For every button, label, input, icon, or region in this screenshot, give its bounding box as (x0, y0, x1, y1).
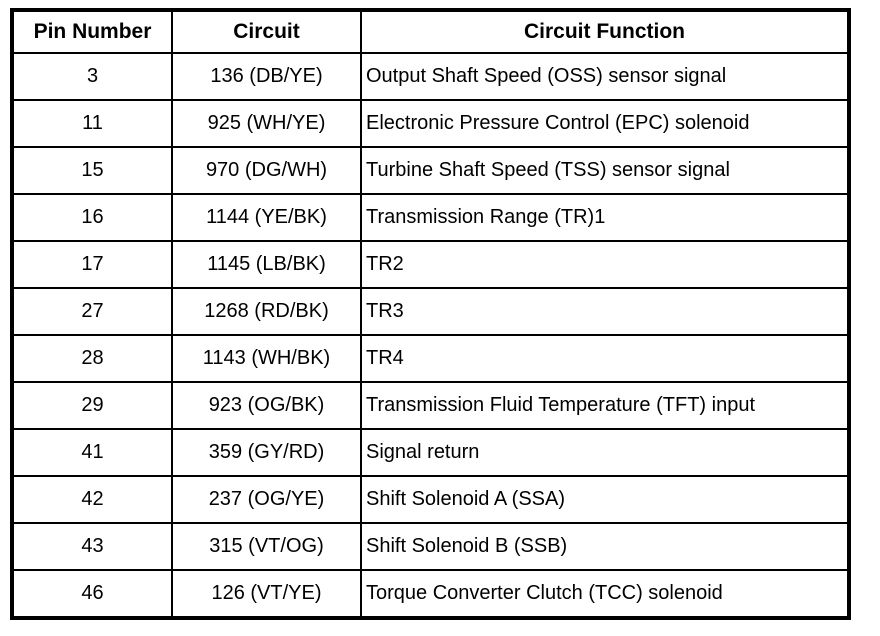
function-cell: TR3 (360, 287, 850, 336)
function-cell: Transmission Fluid Temperature (TFT) inp… (360, 381, 850, 430)
circuit-cell: 136 (DB/YE) (171, 52, 362, 101)
table-row: 15 970 (DG/WH) Turbine Shaft Speed (TSS) s… (11, 146, 850, 195)
pin-circuit-table: Pin Number Circuit Circuit Function 3 136… (10, 8, 851, 620)
function-cell: Transmission Range (TR)1 (360, 193, 850, 242)
pin-cell: 41 (11, 428, 173, 477)
circuit-cell: 923 (OG/BK) (171, 381, 362, 430)
function-cell: Electronic Pressure Control (EPC) soleno… (360, 99, 850, 148)
header-row: Pin Number Circuit Circuit Function (11, 9, 850, 54)
table-row: 46 126 (VT/YE) Torque Converter Clutch (TC… (11, 569, 850, 619)
function-cell: TR4 (360, 334, 850, 383)
table-row: 43 315 (VT/OG) Shift Solenoid B (SSB) (11, 522, 850, 571)
circuit-cell: 1143 (WH/BK) (171, 334, 362, 383)
column-header-circuit: Circuit (171, 9, 362, 54)
function-cell: Output Shaft Speed (OSS) sensor signal (360, 52, 850, 101)
pin-cell: 3 (11, 52, 173, 101)
pin-cell: 17 (11, 240, 173, 289)
function-cell: Torque Converter Clutch (TCC) solenoid (360, 569, 850, 619)
table-header: Pin Number Circuit Circuit Function (11, 9, 850, 54)
function-cell: Shift Solenoid B (SSB) (360, 522, 850, 571)
pin-cell: 28 (11, 334, 173, 383)
circuit-cell: 237 (OG/YE) (171, 475, 362, 524)
function-cell: Shift Solenoid A (SSA) (360, 475, 850, 524)
column-header-pin-number: Pin Number (11, 9, 173, 54)
table-row: 16 1144 (YE/BK) Transmission Range (TR)1 (11, 193, 850, 242)
circuit-cell: 970 (DG/WH) (171, 146, 362, 195)
circuit-cell: 925 (WH/YE) (171, 99, 362, 148)
pin-cell: 15 (11, 146, 173, 195)
table-row: 28 1143 (WH/BK) TR4 (11, 334, 850, 383)
pin-cell: 43 (11, 522, 173, 571)
function-cell: TR2 (360, 240, 850, 289)
table-row: 3 136 (DB/YE) Output Shaft Speed (OSS) sen… (11, 52, 850, 101)
pin-cell: 27 (11, 287, 173, 336)
pin-cell: 46 (11, 569, 173, 619)
table-row: 41 359 (GY/RD) Signal return (11, 428, 850, 477)
table-row: 17 1145 (LB/BK) TR2 (11, 240, 850, 289)
pin-cell: 42 (11, 475, 173, 524)
circuit-cell: 315 (VT/OG) (171, 522, 362, 571)
function-cell: Signal return (360, 428, 850, 477)
pin-cell: 11 (11, 99, 173, 148)
pin-cell: 16 (11, 193, 173, 242)
table-row: 42 237 (OG/YE) Shift Solenoid A (SSA) (11, 475, 850, 524)
table-row: 11 925 (WH/YE) Electronic Pressure Control… (11, 99, 850, 148)
circuit-cell: 1268 (RD/BK) (171, 287, 362, 336)
pin-cell: 29 (11, 381, 173, 430)
circuit-cell: 1144 (YE/BK) (171, 193, 362, 242)
circuit-cell: 359 (GY/RD) (171, 428, 362, 477)
column-header-circuit-function: Circuit Function (360, 9, 850, 54)
table-body: 3 136 (DB/YE) Output Shaft Speed (OSS) sen… (11, 52, 850, 619)
circuit-cell: 126 (VT/YE) (171, 569, 362, 619)
function-cell: Turbine Shaft Speed (TSS) sensor signal (360, 146, 850, 195)
circuit-cell: 1145 (LB/BK) (171, 240, 362, 289)
table-row: 27 1268 (RD/BK) TR3 (11, 287, 850, 336)
table-row: 29 923 (OG/BK) Transmission Fluid Temperat… (11, 381, 850, 430)
